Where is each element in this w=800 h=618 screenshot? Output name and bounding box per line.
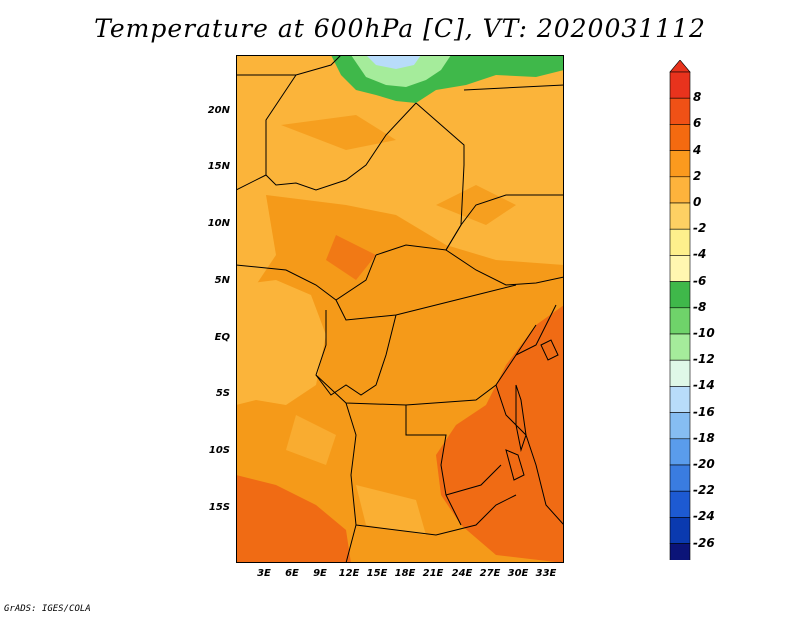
field-streak-5 <box>286 415 336 465</box>
colorbar-cell <box>669 517 691 544</box>
map-frame <box>236 55 564 563</box>
colorbar-level-label: 8 <box>693 90 702 105</box>
colorbar-level-label: -10 <box>693 326 715 340</box>
colorbar-level-label: 6 <box>693 116 702 131</box>
lon-label: 18E <box>394 568 416 579</box>
colorbar-cell <box>669 255 691 282</box>
colorbar-level-label: -2 <box>693 221 707 236</box>
field-cold-blue <box>366 55 421 69</box>
colorbar-level-label: -12 <box>693 352 715 367</box>
colorbar-cell <box>669 71 691 99</box>
colorbar <box>669 60 691 560</box>
lat-label: 5S <box>215 388 230 399</box>
lat-label: 10S <box>208 445 230 456</box>
colorbar-cell <box>669 228 691 256</box>
colorbar-level-label: -8 <box>693 299 707 314</box>
lon-label: 12E <box>338 568 360 579</box>
colorbar-cell <box>669 543 691 560</box>
colorbar-cell <box>669 281 691 309</box>
colorbar-level-label: -14 <box>693 378 715 393</box>
colorbar-level-label: 0 <box>693 195 702 209</box>
colorbar-level-label: -20 <box>693 457 715 471</box>
lat-label: 15N <box>207 161 230 172</box>
colorbar-level-label: -24 <box>693 509 715 524</box>
colorbar-cell <box>669 124 691 151</box>
colorbar-cell <box>669 307 691 335</box>
lon-label: 27E <box>479 568 501 579</box>
colorbar-cell <box>669 202 691 230</box>
lon-label: 3E <box>257 568 271 579</box>
field-streak-1 <box>281 115 396 150</box>
footer-credit: GrADS: IGES/COLA <box>4 604 91 614</box>
colorbar-level-label: -26 <box>693 535 715 550</box>
lat-label: 15S <box>208 502 230 513</box>
colorbar-cell <box>669 412 691 440</box>
colorbar-level-label: -6 <box>693 273 707 288</box>
colorbar-cell <box>669 176 691 204</box>
colorbar-cell <box>669 359 691 387</box>
colorbar-cells <box>669 60 691 560</box>
colorbar-cell <box>669 490 691 518</box>
lat-label: EQ <box>214 332 230 343</box>
field-east-dark <box>436 305 564 563</box>
lon-label: 6E <box>285 568 299 579</box>
chart-title: Temperature at 600hPa [C], VT: 202003111… <box>94 14 706 43</box>
colorbar-cell <box>669 386 691 413</box>
colorbar-cell <box>669 97 691 125</box>
colorbar-level-label: -18 <box>693 430 715 445</box>
field-streak-3 <box>326 235 376 280</box>
colorbar-cell <box>669 438 691 466</box>
temperature-map <box>236 55 564 563</box>
lon-label: 15E <box>366 568 388 579</box>
lon-label: 24E <box>451 568 473 579</box>
colorbar-cell <box>669 464 691 492</box>
colorbar-cell <box>669 333 691 361</box>
lakes <box>505 339 559 481</box>
colorbar-level-label: 2 <box>693 168 702 183</box>
field-southwest-dark <box>236 475 351 563</box>
colorbar-level-label: -16 <box>693 404 715 419</box>
lat-label: 10N <box>207 218 230 229</box>
lat-label: 5N <box>214 275 230 286</box>
colorbar-extend-high <box>669 60 691 73</box>
lon-label: 30E <box>507 568 529 579</box>
lon-label: 9E <box>313 568 327 579</box>
lon-label: 33E <box>535 568 557 579</box>
country-borders <box>236 55 564 563</box>
field-west-pale <box>236 280 326 405</box>
colorbar-level-label: -4 <box>693 247 707 262</box>
lon-label: 21E <box>422 568 444 579</box>
colorbar-level-label: 4 <box>693 142 702 157</box>
colorbar-level-label: -22 <box>693 483 715 498</box>
colorbar-cell <box>669 150 691 178</box>
field-streak-4 <box>356 485 426 535</box>
lat-label: 20N <box>207 105 230 116</box>
